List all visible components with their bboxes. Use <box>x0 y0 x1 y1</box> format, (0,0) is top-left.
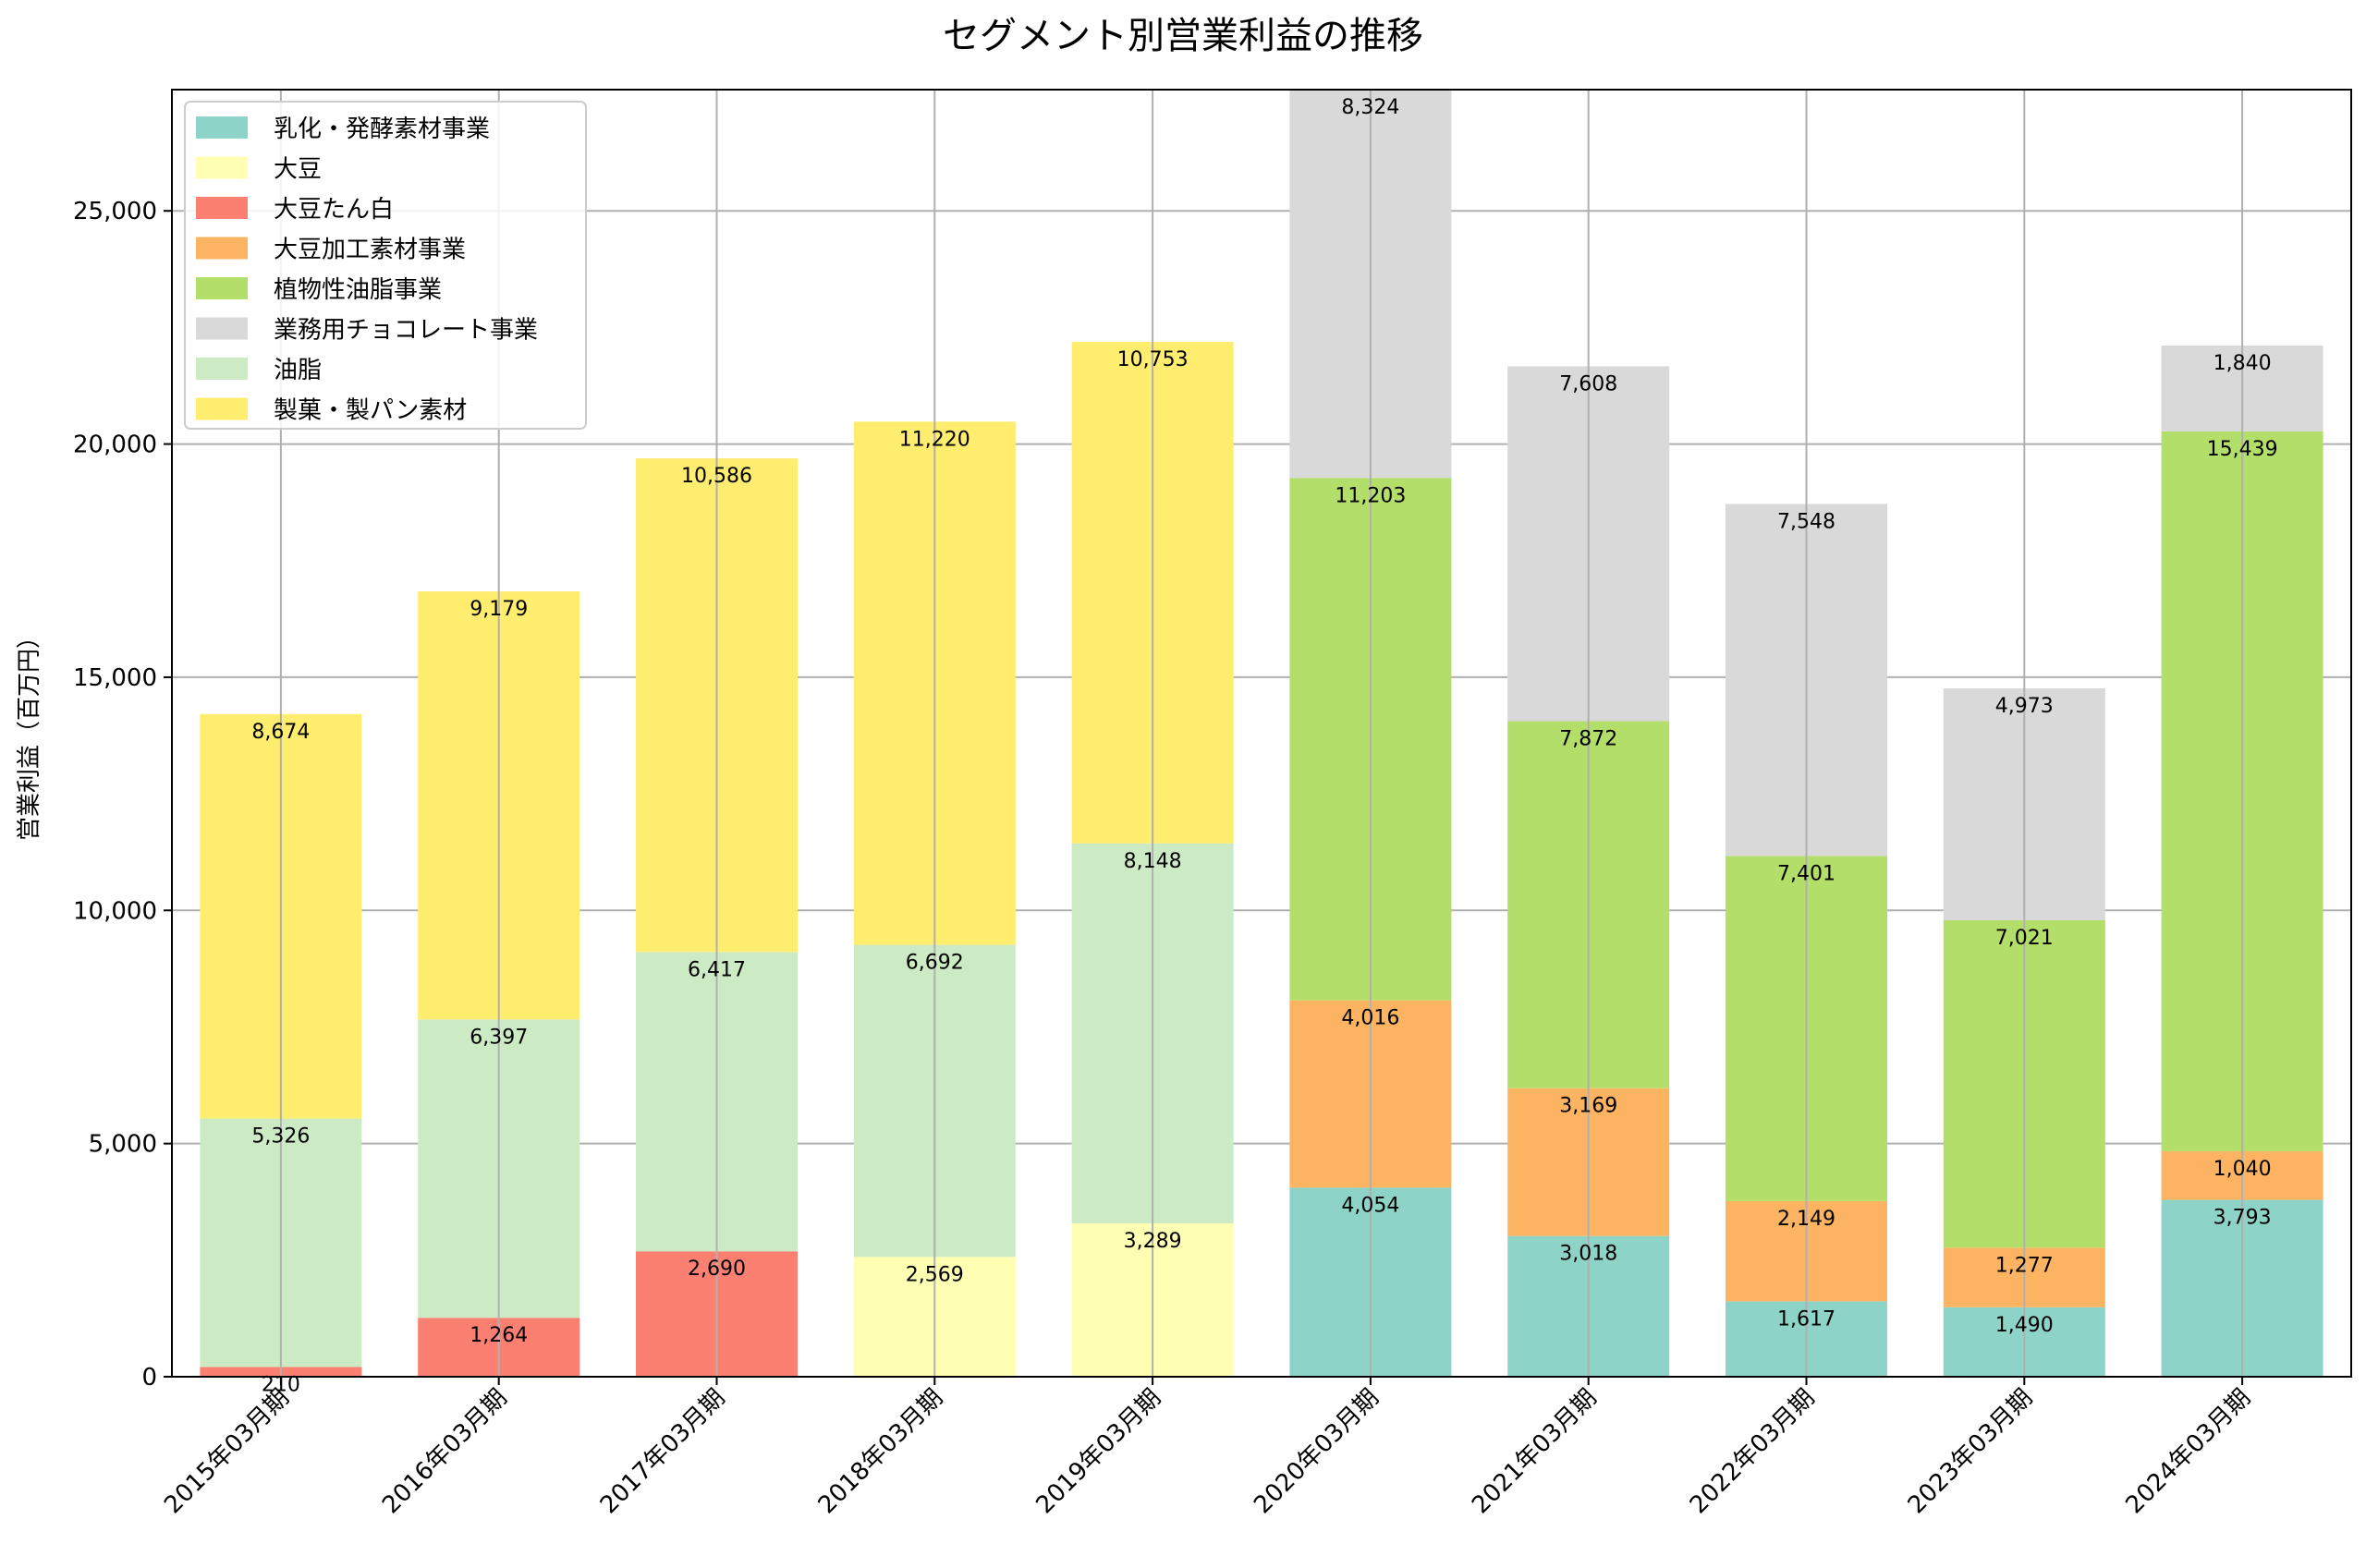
legend-swatch <box>196 156 248 179</box>
legend-swatch <box>196 358 248 380</box>
legend-label: 業務用チョコレート事業 <box>274 317 538 345</box>
data-label: 2,690 <box>688 1258 746 1281</box>
legend-swatch <box>196 237 248 260</box>
data-label: 4,016 <box>1341 1007 1399 1030</box>
data-label: 3,169 <box>1559 1095 1617 1118</box>
data-label: 7,872 <box>1559 727 1617 750</box>
data-label: 6,692 <box>906 952 964 975</box>
legend-label: 油脂 <box>274 357 322 384</box>
legend-swatch <box>196 277 248 299</box>
y-tick-label: 10,000 <box>73 897 157 925</box>
data-label: 8,148 <box>1124 850 1182 873</box>
plot-frame <box>171 89 2352 1378</box>
data-label: 6,417 <box>688 958 746 981</box>
x-tick-label: 2024年03月期 <box>2120 1384 2256 1520</box>
x-tick-label: 2017年03月期 <box>595 1384 731 1520</box>
x-tick-label: 2023年03月期 <box>1903 1384 2039 1520</box>
legend-label: 大豆加工素材事業 <box>274 237 466 264</box>
legend-swatch <box>196 116 248 139</box>
x-axis-ticks: 2015年03月期 2016年03月期 2017年03月期 2018年03月期 2019… <box>159 1377 2256 1519</box>
legend-label: 植物性油脂事業 <box>274 276 442 304</box>
legend-box <box>184 101 587 430</box>
data-label: 1,277 <box>1995 1254 2054 1277</box>
x-tick-label: 2016年03月期 <box>377 1384 513 1520</box>
legend-swatch <box>196 197 248 219</box>
data-label: 9,179 <box>470 598 528 621</box>
x-tick-label: 2015年03月期 <box>159 1384 295 1520</box>
legend-label: 製菓・製パン素材 <box>274 397 467 425</box>
data-label: 4,054 <box>1341 1194 1399 1217</box>
data-label: 3,793 <box>2214 1207 2272 1230</box>
data-label: 3,289 <box>1124 1230 1182 1253</box>
data-label: 7,548 <box>1777 510 1835 533</box>
data-label: 7,401 <box>1777 862 1835 885</box>
data-label: 10,586 <box>681 465 752 488</box>
data-label: 2,569 <box>906 1263 964 1286</box>
y-axis-label: 営業利益（百万円） <box>16 625 43 841</box>
legend-label: 大豆たん白 <box>274 196 394 224</box>
data-label: 1,840 <box>2214 352 2272 375</box>
data-label: 7,021 <box>1995 927 2054 950</box>
data-label: 11,220 <box>899 428 970 451</box>
chart-title: セグメント別営業利益の推移 <box>943 15 1423 57</box>
legend-swatch <box>196 317 248 340</box>
x-tick-label: 2022年03月期 <box>1685 1384 1821 1520</box>
x-tick-label: 2018年03月期 <box>813 1384 949 1520</box>
data-label: 3,018 <box>1559 1243 1617 1266</box>
data-label: 8,324 <box>1341 96 1399 119</box>
y-tick-label: 5,000 <box>89 1131 157 1159</box>
legend-label: 大豆 <box>274 156 322 184</box>
data-label: 8,674 <box>251 721 310 744</box>
data-label: 2,149 <box>1777 1208 1835 1231</box>
y-tick-label: 20,000 <box>73 432 157 459</box>
data-label: 7,608 <box>1559 372 1617 395</box>
legend-swatch <box>196 397 248 420</box>
y-tick-label: 25,000 <box>73 198 157 225</box>
data-label: 10,753 <box>1117 348 1189 371</box>
data-label: 11,203 <box>1335 484 1406 507</box>
data-label: 4,973 <box>1995 695 2054 718</box>
data-label: 6,397 <box>470 1026 528 1049</box>
y-tick-label: 15,000 <box>73 664 157 692</box>
data-label: 5,326 <box>251 1125 310 1149</box>
data-label: 1,264 <box>470 1324 528 1347</box>
y-axis-ticks: 0 5,000 10,000 15,000 20,000 25,000 <box>73 198 172 1392</box>
legend: 乳化・発酵素材事業大豆大豆たん白大豆加工素材事業植物性油脂事業業務用チョコレート… <box>184 101 587 430</box>
data-label: 1,617 <box>1777 1307 1835 1331</box>
x-tick-label: 2020年03月期 <box>1249 1384 1384 1520</box>
x-tick-label: 2021年03月期 <box>1467 1384 1603 1520</box>
legend-label: 乳化・発酵素材事業 <box>274 115 490 143</box>
data-label: 15,439 <box>2207 438 2278 461</box>
y-tick-label: 0 <box>141 1364 157 1392</box>
data-label: 1,040 <box>2214 1158 2272 1181</box>
x-tick-label: 2019年03月期 <box>1031 1384 1166 1520</box>
data-label: 1,490 <box>1995 1314 2054 1337</box>
